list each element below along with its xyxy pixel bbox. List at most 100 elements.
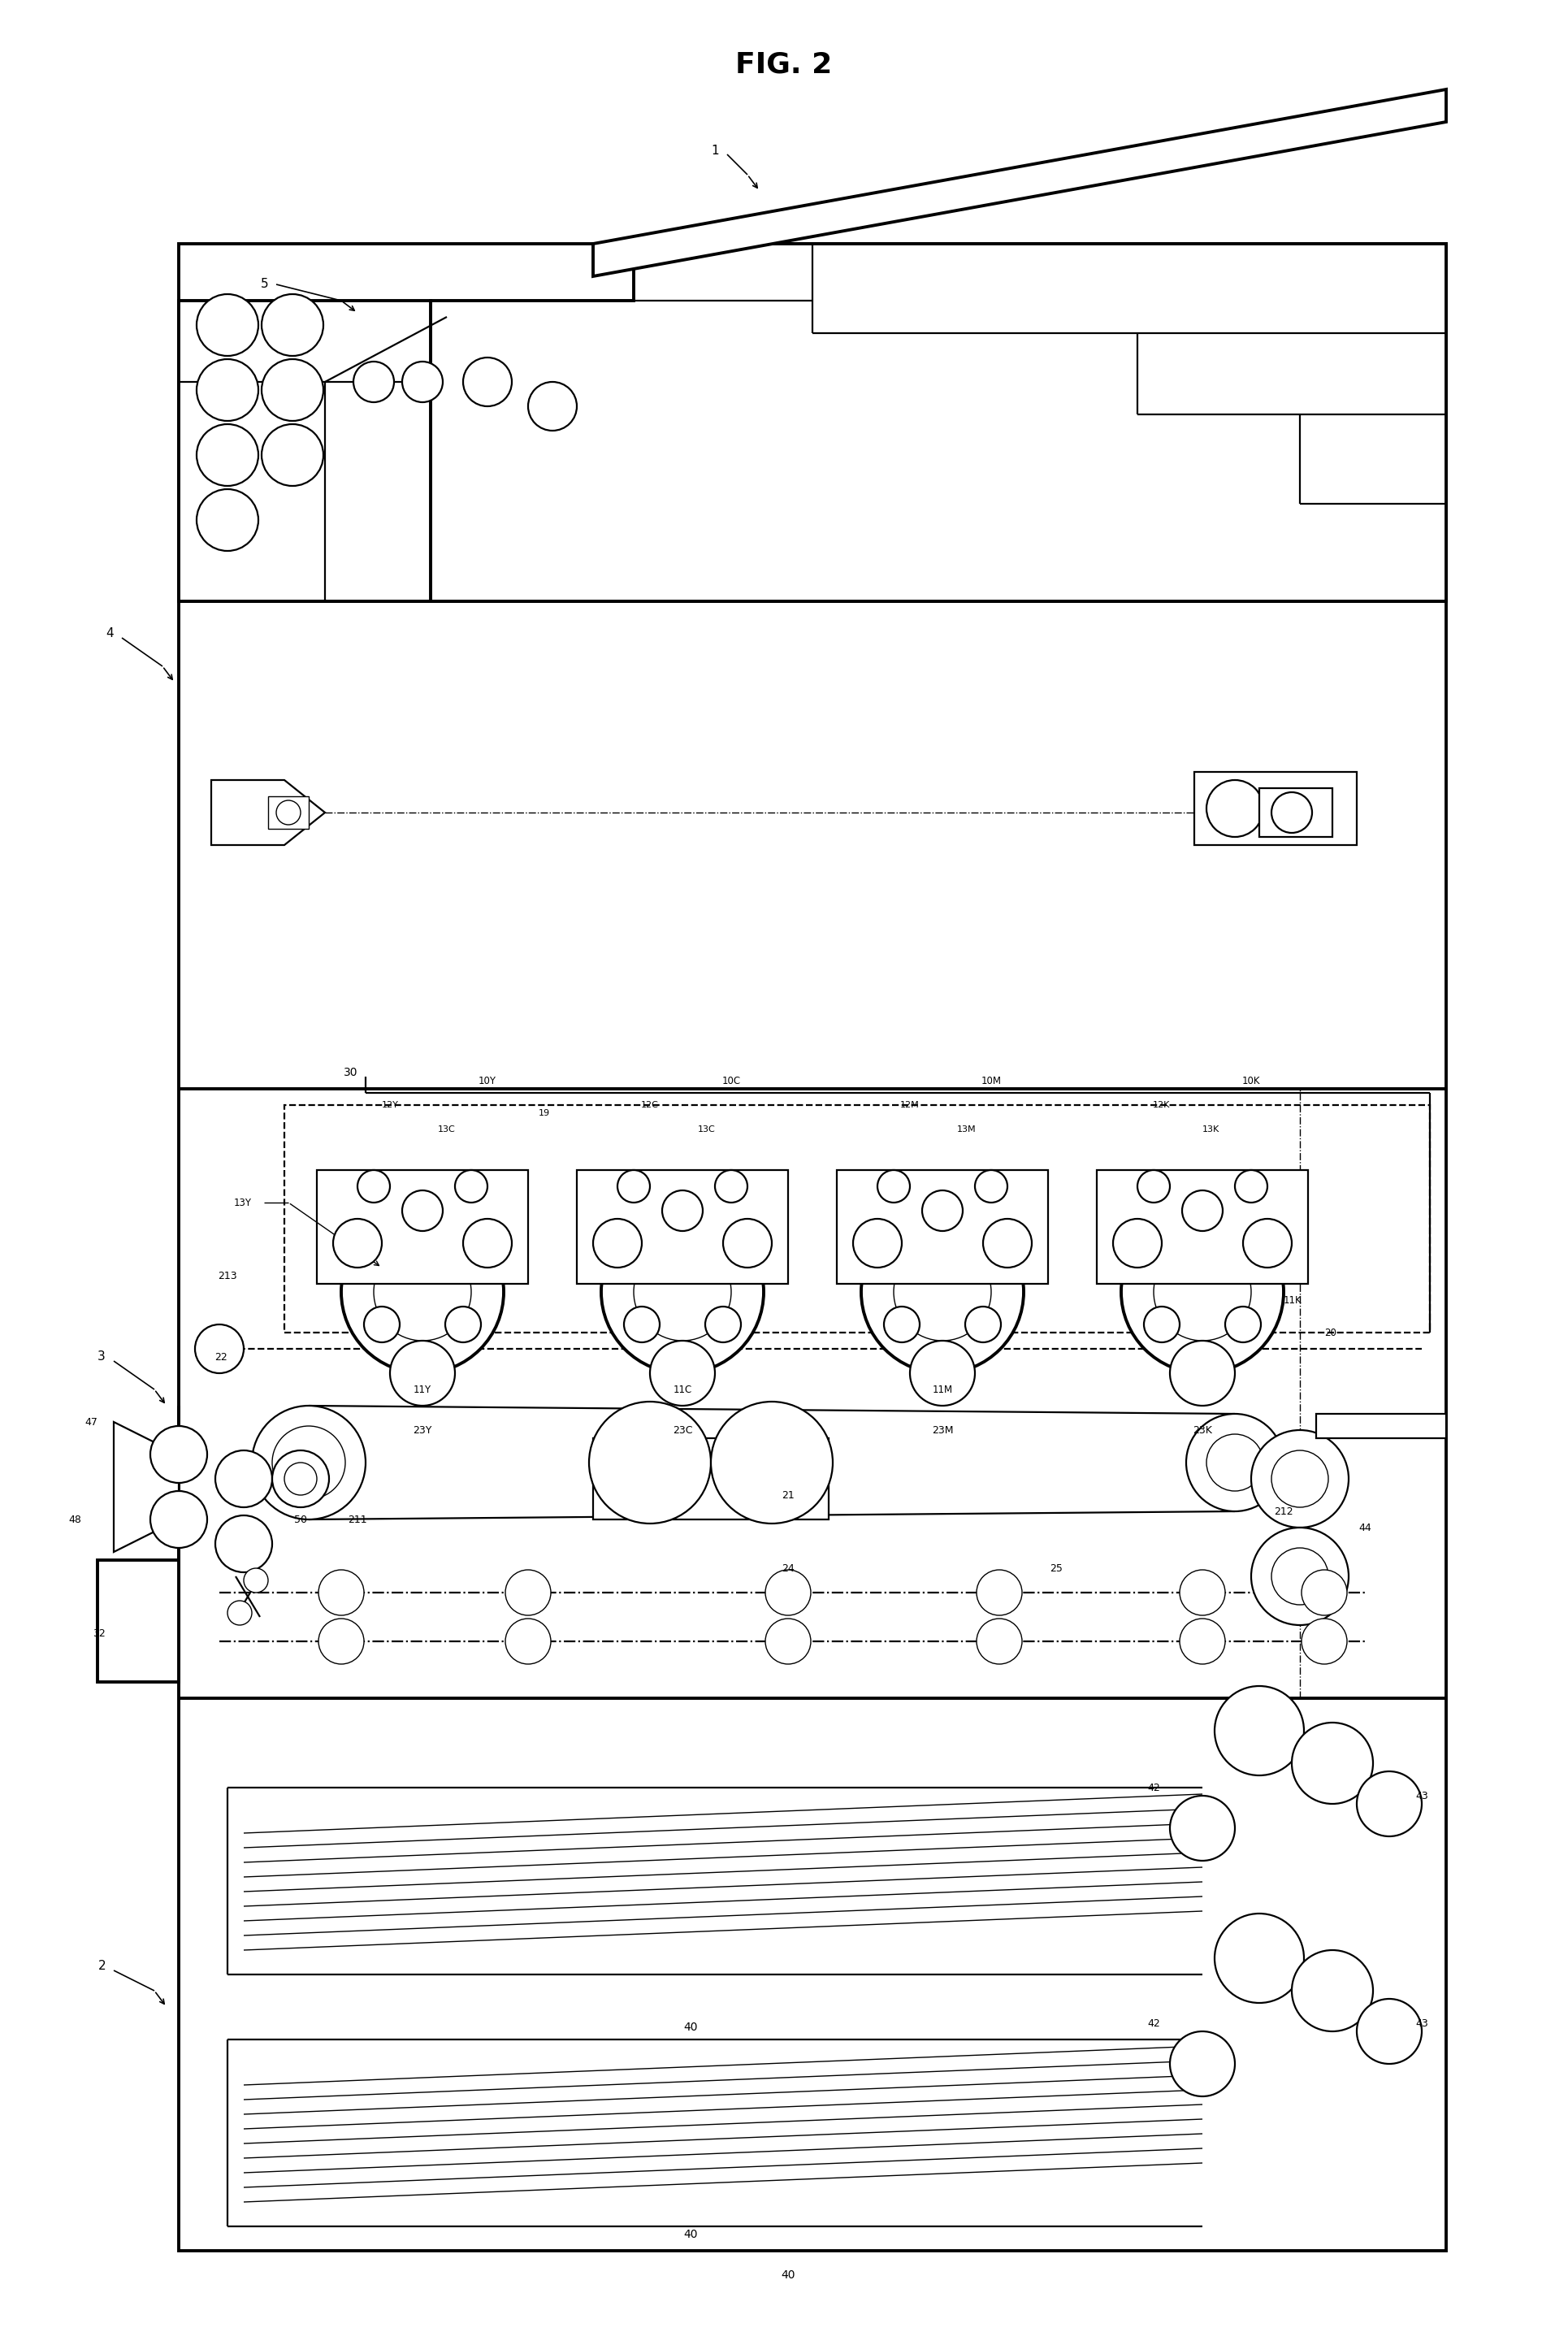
Circle shape — [151, 1490, 207, 1548]
Text: 212: 212 — [1273, 1506, 1292, 1516]
Circle shape — [252, 1406, 365, 1520]
Circle shape — [342, 1210, 503, 1374]
Circle shape — [877, 1171, 909, 1203]
Circle shape — [1225, 1306, 1261, 1343]
Circle shape — [1206, 1434, 1262, 1490]
Circle shape — [463, 357, 511, 406]
Circle shape — [332, 1220, 381, 1269]
Circle shape — [1290, 1723, 1372, 1805]
Circle shape — [151, 1425, 207, 1483]
Text: 47: 47 — [85, 1416, 97, 1427]
Polygon shape — [430, 245, 1446, 602]
Text: 24: 24 — [781, 1562, 793, 1574]
Bar — [1316, 1413, 1446, 1439]
Circle shape — [401, 1189, 442, 1231]
Circle shape — [1170, 1796, 1234, 1861]
Circle shape — [1356, 1999, 1421, 2064]
Circle shape — [649, 1341, 715, 1406]
Circle shape — [922, 1189, 963, 1231]
Circle shape — [1242, 1220, 1290, 1269]
Bar — [317, 1171, 528, 1285]
Text: 4: 4 — [107, 627, 114, 639]
Text: 13K: 13K — [1201, 1126, 1218, 1133]
Bar — [1259, 788, 1331, 837]
Circle shape — [1214, 1686, 1303, 1775]
Circle shape — [505, 1618, 550, 1665]
Circle shape — [1185, 1413, 1283, 1511]
Text: 13M: 13M — [956, 1126, 975, 1133]
Text: 11M: 11M — [931, 1385, 952, 1395]
Circle shape — [1356, 1772, 1421, 1835]
Circle shape — [633, 1243, 731, 1341]
Text: 21: 21 — [781, 1490, 793, 1499]
Circle shape — [318, 1569, 364, 1616]
Circle shape — [601, 1210, 764, 1374]
Circle shape — [284, 1462, 317, 1495]
Circle shape — [505, 1569, 550, 1616]
Circle shape — [894, 1243, 991, 1341]
Text: 50: 50 — [293, 1513, 307, 1525]
Circle shape — [1270, 1548, 1328, 1604]
Text: 30: 30 — [343, 1066, 358, 1077]
Text: 2: 2 — [97, 1961, 105, 1973]
Circle shape — [196, 294, 259, 357]
Circle shape — [353, 361, 394, 401]
Text: 10C: 10C — [721, 1075, 740, 1087]
Text: 43: 43 — [1414, 2017, 1427, 2029]
Circle shape — [1143, 1306, 1179, 1343]
Text: 22: 22 — [215, 1353, 227, 1362]
Text: 23C: 23C — [673, 1425, 691, 1437]
Polygon shape — [179, 301, 430, 602]
Circle shape — [445, 1306, 481, 1343]
Circle shape — [1290, 1950, 1372, 2031]
Circle shape — [271, 1425, 345, 1499]
Circle shape — [528, 382, 577, 431]
Circle shape — [975, 1569, 1021, 1616]
Bar — [577, 1171, 787, 1285]
Circle shape — [706, 1306, 740, 1343]
Circle shape — [1270, 793, 1311, 833]
Circle shape — [196, 359, 259, 420]
Circle shape — [853, 1220, 902, 1269]
Bar — [179, 245, 1446, 2250]
Circle shape — [262, 294, 323, 357]
Circle shape — [1137, 1171, 1170, 1203]
Circle shape — [196, 490, 259, 550]
Circle shape — [1152, 1243, 1251, 1341]
Text: 10M: 10M — [980, 1075, 1000, 1087]
Text: 20: 20 — [1323, 1327, 1336, 1339]
Circle shape — [455, 1171, 488, 1203]
Text: 213: 213 — [218, 1271, 237, 1280]
Text: 10Y: 10Y — [478, 1075, 495, 1087]
Circle shape — [196, 424, 259, 485]
Bar — [836, 1171, 1047, 1285]
Polygon shape — [114, 1423, 179, 1553]
Circle shape — [723, 1220, 771, 1269]
Circle shape — [271, 1451, 329, 1506]
Text: 12C: 12C — [641, 1101, 659, 1110]
Circle shape — [227, 1600, 252, 1625]
Circle shape — [318, 1618, 364, 1665]
Bar — [1096, 1171, 1308, 1285]
Circle shape — [861, 1210, 1024, 1374]
Text: 11K: 11K — [1283, 1294, 1301, 1306]
Circle shape — [765, 1569, 811, 1616]
Text: 40: 40 — [684, 2229, 698, 2241]
Circle shape — [215, 1516, 271, 1572]
Text: 40: 40 — [684, 2022, 698, 2034]
Bar — [268, 795, 309, 828]
Bar — [284, 1105, 1428, 1332]
Circle shape — [593, 1220, 641, 1269]
Circle shape — [358, 1171, 390, 1203]
Text: 211: 211 — [348, 1513, 367, 1525]
Circle shape — [373, 1243, 470, 1341]
Circle shape — [390, 1341, 455, 1406]
Text: 40: 40 — [781, 2269, 795, 2281]
Circle shape — [624, 1306, 660, 1343]
Text: 13C: 13C — [437, 1126, 455, 1133]
Circle shape — [1251, 1527, 1348, 1625]
Polygon shape — [212, 779, 325, 844]
Circle shape — [909, 1341, 974, 1406]
Circle shape — [974, 1171, 1007, 1203]
Circle shape — [1121, 1210, 1283, 1374]
